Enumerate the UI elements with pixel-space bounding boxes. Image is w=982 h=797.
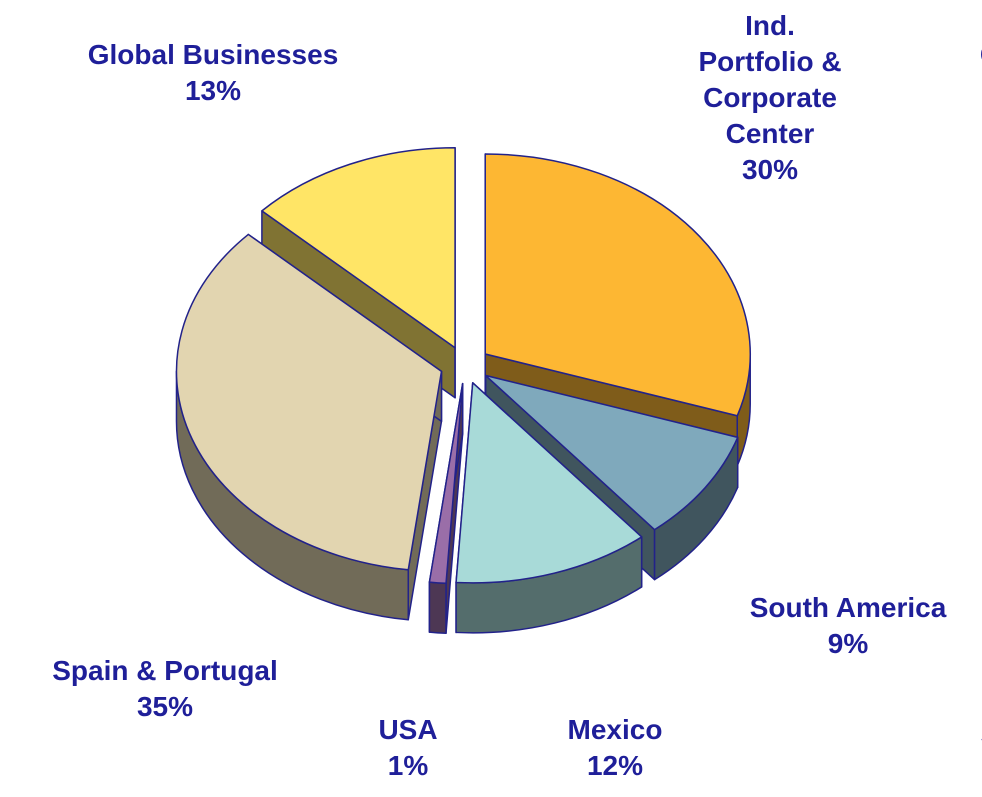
value-label: 35% bbox=[136, 691, 194, 722]
value-label: 12% bbox=[586, 750, 644, 781]
slice-label: Global Businesses 13% bbox=[88, 37, 339, 109]
category-label: Ind. Portfolio & Corporate Center bbox=[698, 10, 842, 149]
slice bbox=[484, 374, 739, 531]
value-label: 1% bbox=[387, 750, 429, 781]
slice bbox=[175, 233, 443, 571]
slice bbox=[261, 147, 456, 349]
slice-label: South America 9% bbox=[750, 590, 947, 662]
value-label: 30% bbox=[741, 154, 799, 185]
value-label: 13% bbox=[184, 75, 242, 106]
slice-label: Mexico 12% bbox=[568, 712, 663, 784]
slice-label: Spain & Portugal 35% bbox=[52, 653, 278, 725]
category-label: Global Businesses bbox=[87, 39, 339, 70]
slice bbox=[455, 382, 643, 584]
slice bbox=[484, 153, 751, 417]
category-label: Spain & Portugal bbox=[52, 655, 278, 686]
annotation: S bbox=[981, 717, 982, 753]
slice-side bbox=[428, 581, 447, 635]
value-label: 9% bbox=[827, 628, 869, 659]
annotation: C bbox=[980, 37, 982, 73]
category-label: USA bbox=[378, 714, 438, 745]
slice bbox=[428, 382, 464, 585]
annotation-text: C bbox=[980, 37, 982, 73]
slice-label: USA 1% bbox=[378, 712, 437, 784]
category-label: Mexico bbox=[567, 714, 663, 745]
slice-label: Ind. Portfolio & Corporate Center 30% bbox=[698, 8, 841, 188]
annotation-text: S bbox=[981, 717, 982, 753]
category-label: South America bbox=[749, 592, 947, 623]
